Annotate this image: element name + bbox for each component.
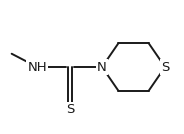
Text: S: S: [66, 103, 74, 116]
Text: NH: NH: [27, 60, 47, 74]
Text: S: S: [161, 60, 169, 74]
Text: N: N: [97, 60, 107, 74]
